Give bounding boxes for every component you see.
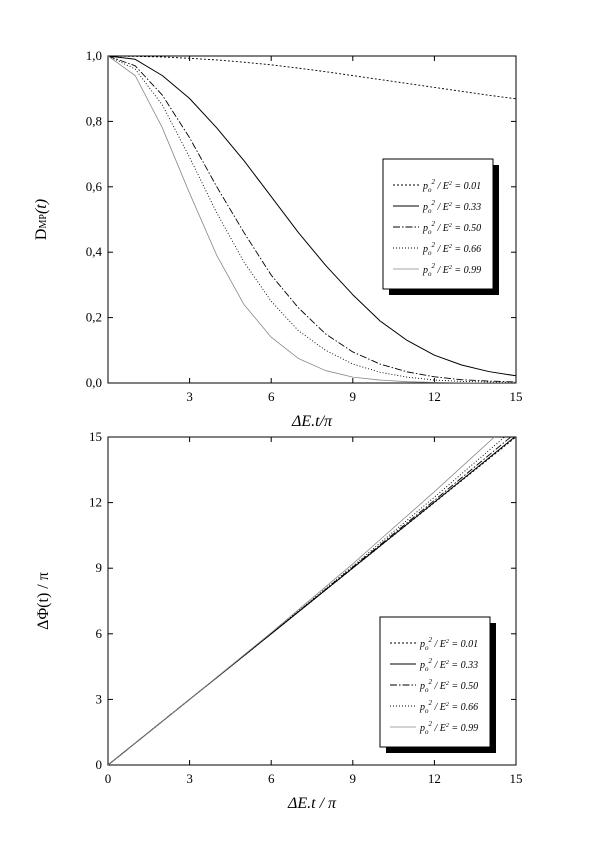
legend-label: po2 / E2 = 0.99 bbox=[422, 262, 481, 278]
plot-frame bbox=[107, 55, 517, 384]
x-axis-title: ΔE.t / π bbox=[287, 795, 337, 812]
y-tick-label: 0,6 bbox=[86, 179, 103, 194]
legend-label: po2 / E2 = 0.99 bbox=[419, 720, 478, 736]
y-tick-label: 0,4 bbox=[86, 244, 103, 259]
series-line-5 bbox=[108, 437, 495, 765]
y-tick-label: 0,0 bbox=[86, 375, 102, 390]
series-group bbox=[108, 56, 516, 383]
y-tick-label: 9 bbox=[96, 560, 103, 575]
legend: po2 / E2 = 0.01 po2 / E2 = 0.33 po2 / E2 =… bbox=[379, 616, 496, 753]
series-group bbox=[108, 437, 516, 765]
legend-box bbox=[379, 616, 491, 748]
series-line-3 bbox=[108, 437, 512, 765]
legend-label: po2 / E2 = 0.66 bbox=[422, 241, 481, 257]
y-tick-label: 6 bbox=[96, 626, 103, 641]
y-tick-label: 3 bbox=[96, 691, 103, 706]
chart-panel-2: 0 3 6 9 12 15 0 3 6 9 12 15 ΔE.t / π ΔΦ(t) / π po2 / E… bbox=[35, 429, 523, 812]
legend: po2 / E2 = 0.01 po2 / E2 = 0.33 po2 / E2 =… bbox=[382, 158, 499, 295]
y-axis-title: DMP(t) bbox=[33, 199, 50, 240]
legend-label: po2 / E2 = 0.50 bbox=[422, 220, 481, 236]
x-tick-label: 3 bbox=[186, 389, 193, 404]
x-axis-title: ΔE.t/π bbox=[291, 413, 333, 430]
series-line-4 bbox=[108, 56, 516, 383]
y-tick-label: 12 bbox=[89, 495, 102, 510]
y-tick-label: 0,8 bbox=[86, 113, 102, 128]
y-tick-label: 15 bbox=[89, 429, 102, 444]
x-tick-label: 6 bbox=[268, 389, 275, 404]
chart-panel-1: 3 6 9 12 15 0,0 0,2 0,4 0,6 0,8 1,0 ΔE.t/π DMP(t) po2… bbox=[33, 48, 523, 430]
plot-frame bbox=[107, 436, 517, 766]
x-tick-label: 15 bbox=[510, 771, 523, 786]
x-tick-label: 9 bbox=[350, 389, 357, 404]
y-axis-title: ΔΦ(t) / π bbox=[35, 572, 52, 630]
x-tick-label: 12 bbox=[428, 771, 441, 786]
y-tick-label: 0,2 bbox=[86, 310, 102, 325]
x-tick-label: 0 bbox=[105, 771, 112, 786]
legend-box bbox=[382, 158, 494, 290]
series-line-1 bbox=[108, 56, 516, 100]
y-tick-label: 1,0 bbox=[86, 48, 102, 63]
legend-label: po2 / E2 = 0.66 bbox=[419, 699, 478, 715]
x-tick-label: 9 bbox=[350, 771, 357, 786]
legend-label: po2 / E2 = 0.33 bbox=[422, 199, 481, 215]
x-tick-label: 6 bbox=[268, 771, 275, 786]
legend-label: po2 / E2 = 0.50 bbox=[419, 678, 478, 694]
x-tick-label: 3 bbox=[186, 771, 193, 786]
series-line-3 bbox=[108, 56, 516, 383]
x-tick-label: 12 bbox=[428, 389, 441, 404]
y-tick-label: 0 bbox=[96, 757, 103, 772]
legend-label: po2 / E2 = 0.33 bbox=[419, 657, 478, 673]
x-tick-label: 15 bbox=[510, 389, 523, 404]
series-line-2 bbox=[108, 56, 516, 377]
series-line-5 bbox=[108, 56, 516, 383]
legend-label: po2 / E2 = 0.01 bbox=[419, 636, 478, 652]
legend-label: po2 / E2 = 0.01 bbox=[422, 178, 481, 194]
